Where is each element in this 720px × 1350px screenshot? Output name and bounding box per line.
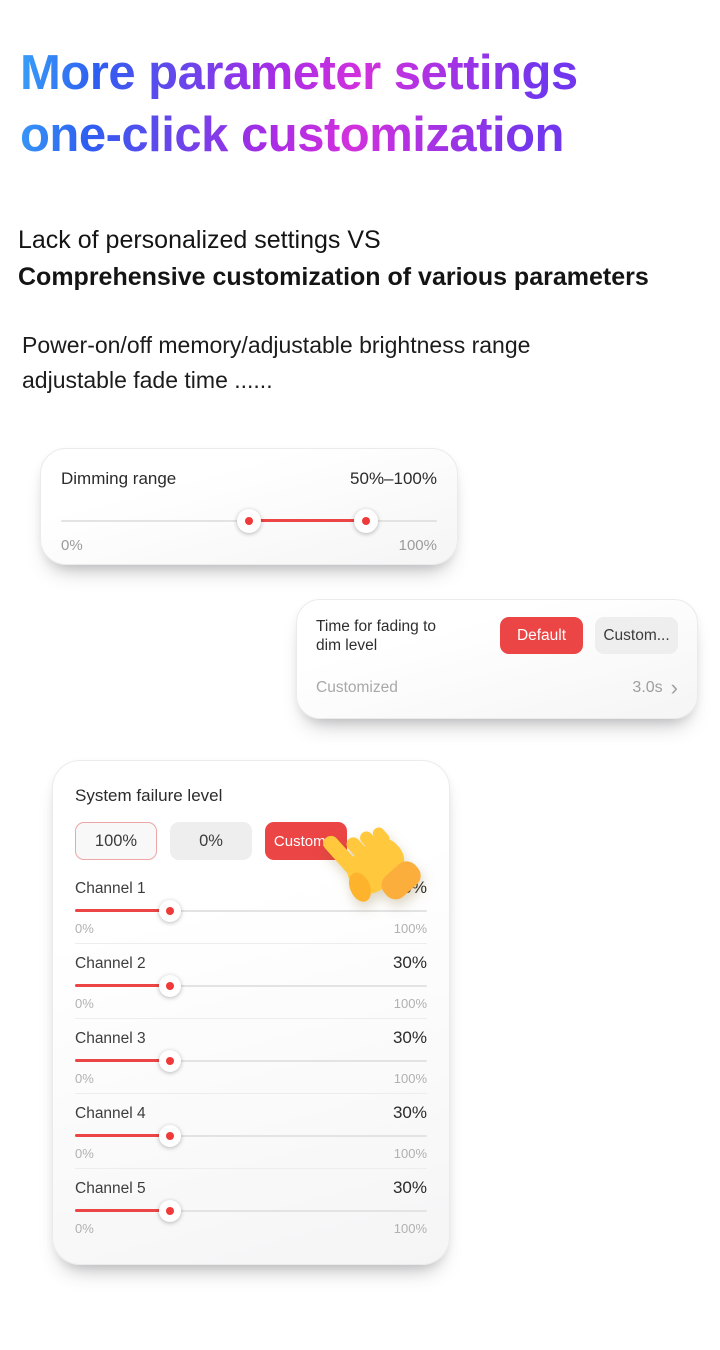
fade-time-card: Time for fading to dim level Default Cus…	[296, 599, 698, 719]
system-failure-title: System failure level	[75, 786, 223, 805]
slider-fill	[75, 1134, 171, 1137]
dimming-range-slider[interactable]	[61, 509, 437, 533]
channel-row: Channel 4 30% 0% 100%	[75, 1093, 427, 1168]
slider-fill	[75, 1059, 171, 1062]
channel-row: Channel 5 30% 0% 100%	[75, 1168, 427, 1243]
channel-label: Channel 4	[75, 1105, 146, 1122]
slider-track	[75, 910, 427, 912]
channel-slider[interactable]	[75, 1050, 427, 1072]
feature-description-line2: adjustable fade time ......	[22, 367, 273, 393]
dimming-range-title: Dimming range	[61, 469, 177, 488]
slider-track	[75, 1210, 427, 1212]
handle-dot	[166, 982, 175, 990]
slider-min-label: 0%	[75, 1071, 94, 1086]
dimming-range-value: 50%–100%	[350, 469, 437, 488]
page-title: More parameter settings one-click customi…	[20, 42, 578, 166]
customized-value-row[interactable]: 3.0s ›	[632, 675, 678, 700]
slider-track	[75, 985, 427, 987]
subtitle-regular: Lack of personalized settings VS	[18, 226, 381, 254]
slider-max-label: 100%	[393, 1221, 427, 1236]
range-handle-max[interactable]	[353, 509, 378, 533]
slider-fill	[75, 1209, 171, 1212]
slider-handle[interactable]	[159, 975, 182, 997]
slider-track	[75, 1135, 427, 1137]
channel-row: Channel 2 30% 0% 100%	[75, 943, 427, 1018]
slider-min-label: 0%	[75, 1221, 94, 1236]
channel-value: 30%	[392, 1103, 427, 1122]
chevron-right-icon: ›	[670, 675, 678, 700]
slider-max-label: 100%	[393, 996, 427, 1011]
fade-time-title: Time for fading to dim level	[316, 618, 437, 654]
slider-handle[interactable]	[159, 1200, 182, 1222]
channel-slider[interactable]	[75, 1200, 427, 1222]
handle-dot	[166, 1132, 175, 1140]
channel-slider[interactable]	[75, 975, 427, 997]
slider-fill	[75, 984, 171, 987]
slider-max-label: 100%	[398, 537, 437, 554]
dimming-range-card: Dimming range 50%–100% 0% 100%	[40, 448, 458, 565]
feature-description: Power-on/off memory/adjustable brightnes…	[22, 328, 530, 398]
slider-fill	[75, 909, 171, 912]
page-title-line2: one-click customization	[20, 108, 564, 162]
page-title-line1: More parameter settings	[20, 46, 578, 100]
slider-max-label: 100%	[393, 1146, 427, 1161]
slider-track	[75, 1060, 427, 1062]
channel-value: 30%	[392, 1028, 427, 1047]
customized-label: Customized	[316, 679, 398, 696]
handle-dot	[361, 517, 370, 525]
handle-dot	[166, 907, 175, 915]
channel-label: Channel 1	[75, 880, 146, 897]
custom-button[interactable]: Custom...	[595, 617, 678, 654]
subtitle: Lack of personalized settings VS Compreh…	[18, 222, 649, 296]
slider-max-label: 100%	[393, 921, 427, 936]
preset-100-button[interactable]: 100%	[75, 822, 157, 860]
pointing-hand-icon	[323, 827, 421, 902]
handle-dot	[166, 1207, 175, 1215]
slider-min-label: 0%	[61, 537, 83, 554]
channel-label: Channel 5	[75, 1180, 146, 1197]
slider-handle[interactable]	[159, 1125, 182, 1147]
range-handle-min[interactable]	[237, 509, 261, 533]
channel-label: Channel 3	[75, 1030, 146, 1047]
channel-slider[interactable]	[75, 900, 427, 922]
channel-row: Channel 3 30% 0% 100%	[75, 1018, 427, 1093]
channel-value: 30%	[392, 1178, 427, 1197]
customized-value: 3.0s	[632, 679, 663, 696]
slider-handle[interactable]	[159, 900, 182, 922]
channel-value: 30%	[392, 953, 427, 972]
slider-handle[interactable]	[159, 1050, 182, 1072]
slider-min-label: 0%	[75, 1146, 94, 1161]
slider-min-label: 0%	[75, 921, 94, 936]
feature-description-line1: Power-on/off memory/adjustable brightnes…	[22, 332, 531, 358]
slider-min-label: 0%	[75, 996, 94, 1011]
preset-0-button[interactable]: 0%	[170, 822, 252, 860]
channel-list: Channel 1 30% 0% 100% Channel 2 30%	[75, 869, 427, 1243]
default-button[interactable]: Default	[500, 617, 583, 654]
slider-max-label: 100%	[393, 1071, 427, 1086]
channel-label: Channel 2	[75, 955, 146, 972]
subtitle-bold: Comprehensive customization of various p…	[18, 263, 649, 291]
handle-dot	[245, 517, 253, 525]
handle-dot	[166, 1057, 175, 1065]
slider-active-range	[249, 519, 366, 522]
channel-slider[interactable]	[75, 1125, 427, 1147]
